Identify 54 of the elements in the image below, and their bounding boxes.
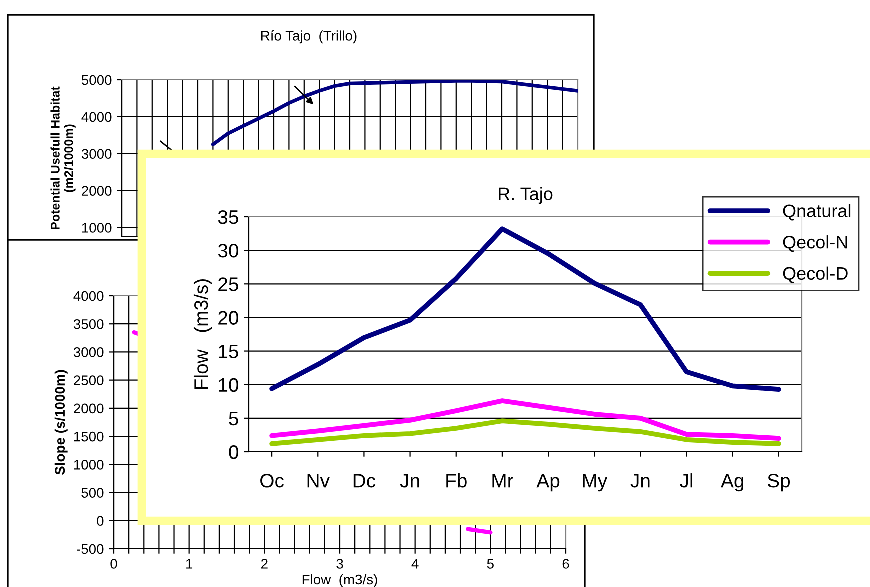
y-tick-label: 3500	[74, 319, 104, 330]
y-tick-label: 25	[218, 278, 238, 292]
y-tick-label: 4000	[74, 291, 104, 302]
x-tick-label: Oc	[260, 474, 284, 488]
x-tick-label: Jn	[630, 474, 650, 488]
x-tick-label: 1	[186, 559, 193, 569]
x-tick-label: Ag	[721, 474, 744, 492]
line-series	[270, 226, 782, 392]
y-tick-label: 2000	[82, 186, 112, 196]
y-tick-label: 2500	[74, 376, 104, 386]
y-tick-label: 20	[218, 311, 239, 325]
x-tick-label: Mr	[492, 474, 514, 488]
line-series	[270, 398, 782, 441]
y-tick-label: 4000	[82, 112, 112, 122]
x-tick-label: Sp	[768, 474, 790, 492]
y-tick-label: 2000	[74, 404, 104, 414]
y-axis-title: Slope (s/1000m)	[54, 370, 68, 475]
y-tick-label: 1000	[82, 223, 112, 233]
y-tick-label: 15	[219, 344, 238, 359]
x-tick-label: 5	[487, 559, 494, 569]
y-tick-label: 1500	[74, 432, 104, 442]
line-series	[211, 80, 578, 146]
y-tick-label: 10	[219, 378, 239, 392]
y-axis-title: Flow (m3/s)	[194, 280, 212, 390]
legend-label: Qecol-N	[783, 236, 848, 252]
x-tick-label: Nv	[308, 474, 330, 488]
x-tick-label: 2	[262, 559, 268, 569]
y-tick-label: 5	[229, 412, 238, 426]
legend-label: Qecol-D	[783, 266, 848, 284]
chart-title: Río Tajo (Trillo)	[261, 30, 357, 44]
line-series	[270, 418, 782, 446]
y-tick-label: 35	[218, 210, 238, 224]
y-tick-label: 1000	[74, 460, 104, 470]
x-tick-label: Dc	[354, 474, 376, 488]
x-axis-title: Flow (m3/s)	[302, 574, 378, 587]
x-tick-label: Fb	[446, 474, 467, 488]
x-tick-label: 6	[562, 559, 570, 569]
x-tick-label: Ap	[536, 474, 560, 492]
x-tick-label: 4	[412, 559, 419, 569]
chart-title: R. Tajo	[499, 187, 553, 204]
y-tick-label: 3000	[82, 149, 112, 160]
x-tick-label: Jl	[680, 474, 693, 488]
y-tick-label: 3000	[74, 348, 104, 358]
y-tick-label: 30	[218, 244, 239, 258]
y-tick-label: 0	[229, 445, 239, 460]
x-tick-label: 3	[336, 559, 344, 569]
y-axis-title: Potential Usefull Habitat (m2/1000m)	[50, 86, 76, 230]
y-tick-label: -500	[77, 544, 104, 554]
y-tick-label: 500	[82, 488, 104, 498]
y-tick-label: 0	[97, 516, 104, 526]
x-tick-label: My	[583, 474, 608, 492]
x-tick-label: Jn	[400, 474, 420, 488]
legend-label: Qnatural	[783, 204, 851, 221]
y-tick-label: 5000	[82, 75, 112, 86]
